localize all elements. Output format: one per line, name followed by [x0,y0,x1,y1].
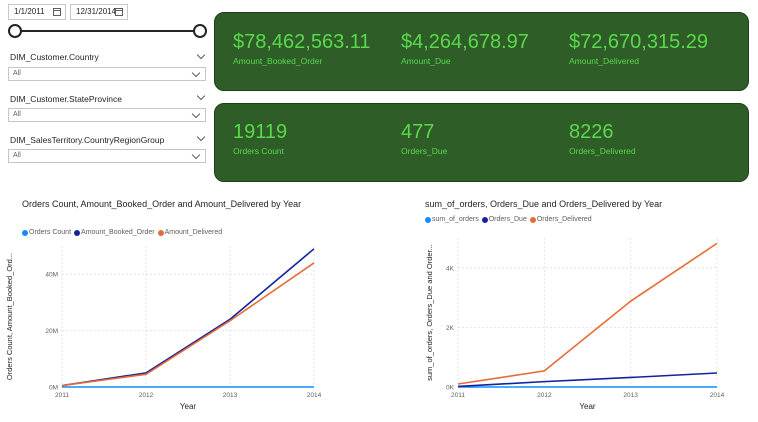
x-tick-label: 2014 [710,392,725,399]
series-line [457,372,718,388]
series-line [61,248,315,387]
series-line [61,262,315,387]
orders-count-label: Orders Count [233,146,285,156]
slicer-region-value: All [13,152,21,159]
x-tick-label: 2012 [537,392,552,399]
y-axis-label: sum_of_orders, Orders_Due and Order... [425,244,434,381]
date-range-start-handle[interactable] [8,24,22,38]
legend-item[interactable]: Orders_Due [481,216,527,223]
y-tick-label: 4K [446,265,455,272]
legend-item[interactable]: Orders Count [22,229,71,236]
legend-dot [22,229,28,236]
chevron-down-icon[interactable] [196,91,206,101]
legend-label: Orders Count [29,229,72,236]
y-tick-label: 20M [45,328,58,335]
end-date-value: 12/31/2014 [76,7,117,16]
legend-dot [425,216,431,223]
chevron-down-icon [191,150,201,160]
legend-label: Amount_Booked_Order [81,229,155,236]
chart1-legend: Orders Count Amount_Booked_Order Amount_… [22,229,225,236]
slicer-region-dropdown[interactable]: All [8,149,206,163]
start-date-value: 1/1/2011 [14,7,45,16]
legend-dot [157,229,164,236]
chart1-title: Orders Count, Amount_Booked_Order and Am… [22,199,302,209]
legend-dot [481,216,488,223]
legend-item[interactable]: Amount_Delivered [157,229,223,236]
slicer-country-title: DIM_Customer.Country [10,52,99,62]
slicer-region-title: DIM_SalesTerritory.CountryRegionGroup [10,135,165,145]
amount-booked-value: $78,462,563.11 [233,31,371,53]
orders-delivered-value: 8226 [569,121,614,143]
chart1-line-chart[interactable]: 2011 2012 2013 2014 0M 20M 40M Year Orders Count… [0,236,330,416]
amount-delivered-label: Amount_Delivered [569,56,639,66]
legend-item[interactable]: sum_of_orders [425,216,479,223]
slicer-country-value: All [13,70,21,77]
amount-delivered-value: $72,670,315.29 [569,31,709,53]
orders-count-value: 19119 [233,121,288,143]
orders-due-value: 477 [401,121,435,143]
legend-label: Amount_Delivered [164,229,223,236]
legend-label: sum_of_orders [432,216,479,223]
legend-item[interactable]: Orders_Delivered [529,216,592,223]
slicer-stateprovince-value: All [13,111,21,118]
date-range-slider-track[interactable] [15,30,201,32]
y-axis-label: Orders Count, Amount_Booked_Ord... [5,253,14,380]
chart2-line-chart[interactable]: 2011 2012 2013 2014 0K 2K 4K Year sum_of_orders,… [420,222,756,418]
end-date-input[interactable]: 12/31/2014 [70,4,128,20]
calendar-icon[interactable] [115,8,123,16]
legend-item[interactable]: Amount_Booked_Order [74,229,155,236]
x-axis-label: Year [579,402,596,411]
x-tick-label: 2013 [223,392,238,399]
series-line [457,242,718,385]
x-tick-label: 2012 [139,392,154,399]
orders-delivered-label: Orders_Delivered [569,146,636,156]
chevron-down-icon[interactable] [196,132,206,142]
date-range-end-handle[interactable] [193,24,207,38]
orders-kpi-card: 19119 Orders Count 477 Orders_Due 8226 O… [214,103,749,182]
amount-booked-label: Amount_Booked_Order [233,56,323,66]
amount-due-label: Amount_Due [401,56,451,66]
start-date-input[interactable]: 1/1/2011 [8,4,66,20]
amounts-kpi-card: $78,462,563.11 Amount_Booked_Order $4,26… [214,12,749,91]
x-axis-label: Year [180,402,197,411]
legend-dot [529,216,536,223]
legend-dot [74,229,81,236]
y-tick-label: 2K [446,325,455,332]
slicer-country-dropdown[interactable]: All [8,67,206,81]
x-tick-label: 2011 [451,392,465,399]
y-tick-label: 0M [49,385,58,392]
chevron-down-icon [191,68,201,78]
slicer-stateprovince-dropdown[interactable]: All [8,108,206,122]
legend-label: Orders_Delivered [536,216,592,223]
chevron-down-icon[interactable] [196,50,206,60]
x-tick-label: 2014 [307,392,322,399]
chart2-legend: sum_of_orders Orders_Due Orders_Delivere… [425,216,595,223]
chevron-down-icon [191,109,201,119]
y-tick-label: 40M [45,272,58,279]
orders-due-label: Orders_Due [401,146,448,156]
y-tick-label: 0K [446,385,455,392]
x-tick-label: 2013 [623,392,638,399]
chart2-title: sum_of_orders, Orders_Due and Orders_Del… [425,199,663,209]
x-tick-label: 2011 [55,392,69,399]
amount-due-value: $4,264,678.97 [401,31,529,53]
legend-label: Orders_Due [488,216,527,223]
slicer-stateprovince-title: DIM_Customer.StateProvince [10,94,122,104]
calendar-icon[interactable] [53,8,61,16]
